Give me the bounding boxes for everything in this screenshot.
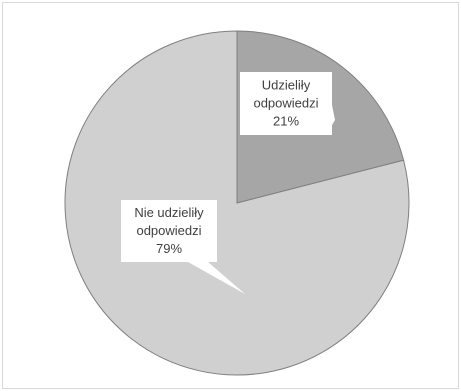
callout-box-0 — [240, 72, 332, 135]
pie-slices — [64, 30, 410, 376]
pie-callouts: Udzieliły odpowiedzi 21% Nie udzieliły odpow… — [121, 72, 335, 294]
slice-label-line: odpowiedzi — [136, 223, 201, 238]
callout-1: Nie udzieliły odpowiedzi 79% — [121, 200, 245, 294]
callout-pointer-1 — [188, 262, 245, 294]
slice-label-line: Nie udzieliły — [134, 205, 204, 220]
callout-box-1 — [121, 200, 217, 262]
slice-value-label: 79% — [156, 241, 182, 256]
slice-label-line: odpowiedzi — [253, 96, 318, 111]
slice-value-label: 21% — [273, 114, 299, 129]
pie-chart: Udzieliły odpowiedzi 21% Nie udzieliły odpow… — [64, 30, 410, 376]
callout-0: Udzieliły odpowiedzi 21% — [240, 72, 335, 135]
pie-slice-1 — [64, 30, 410, 376]
callout-pointer-0 — [332, 105, 335, 125]
slice-label-line: Udzieliły — [262, 78, 311, 93]
